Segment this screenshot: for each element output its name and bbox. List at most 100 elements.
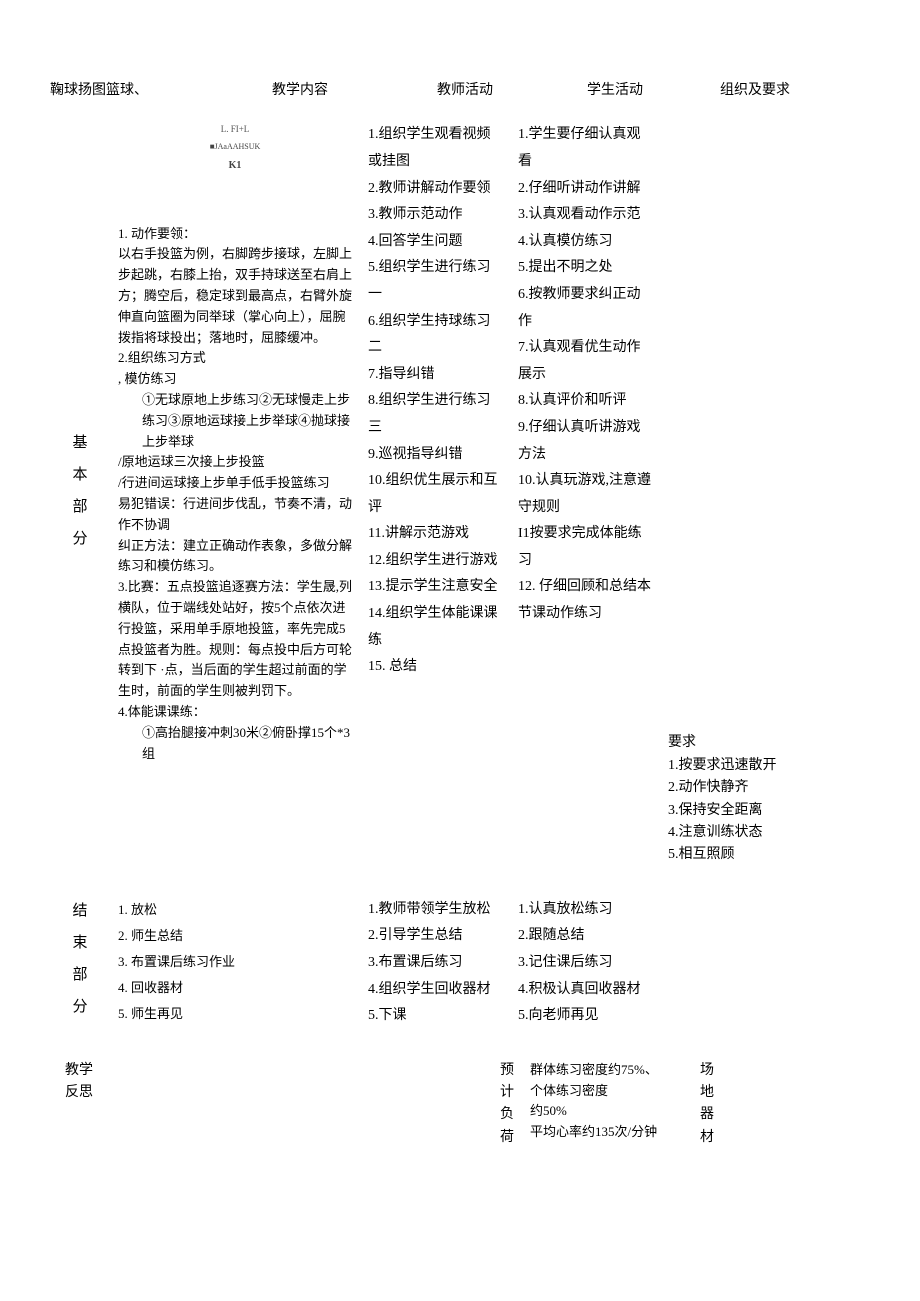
student-item: 12. 仔细回顾和总结本节课动作练习	[518, 574, 652, 627]
student-item: 7.认真观看优生动作展示	[518, 335, 652, 388]
practice-sub: , 模仿练习	[118, 369, 352, 390]
column-headers: 教学内容 教师活动 学生活动 组织及要求	[150, 80, 870, 102]
req-item: 1.按要求迅速散开	[668, 755, 802, 777]
requirements-column: 要求 1.按要求迅速散开 2.动作快静齐 3.保持安全距离 4.注意训练状态 5…	[660, 122, 810, 866]
small-header-2: ■JAaAAHSUK	[118, 141, 352, 154]
reflect-line: 反思	[65, 1082, 110, 1104]
teacher-item: 2.教师讲解动作要领	[368, 176, 502, 203]
teacher-item: 11.讲解示范游戏	[368, 521, 502, 548]
label-char: 结	[72, 899, 87, 923]
student-item: 1.学生要仔细认真观看	[518, 122, 652, 175]
small-header-3: K1	[118, 158, 352, 174]
fitness-text: ①高抬腿接冲刺30米②俯卧撑15个*3组	[118, 723, 352, 765]
teacher-item: 14.组织学生体能课课练	[368, 601, 502, 654]
practice-sub1: ①无球原地上步练习②无球慢走上步练习③原地运球接上步举球④抛球接上步举球	[118, 390, 352, 452]
teacher-item: 4.回答学生问题	[368, 229, 502, 256]
student-item: 9.仔细认真听讲游戏方法	[518, 415, 652, 468]
teacher-item: 1.组织学生观看视频或挂图	[368, 122, 502, 175]
practice-label: 2.组织练习方式	[118, 348, 352, 369]
student-item: 4.认真模仿练习	[518, 229, 652, 256]
footer-row: 教学 反思 预 计 负 荷 群体练习密度约75%、 个体练习密度 约50% 平均…	[50, 1060, 870, 1150]
common-error: 易犯错误：行进间步伐乱，节奏不清，动作不协调	[118, 494, 352, 536]
end-item: 2. 师生总结	[118, 923, 352, 949]
header-row: 鞠球扬图篮球、 教学内容 教师活动 学生活动 组织及要求	[50, 80, 870, 102]
venue-label: 场 地 器 材	[700, 1060, 730, 1150]
teach-content-column: L. FI+L ■JAaAAHSUK K1 1. 动作要领： 以右手投篮为例，右…	[110, 122, 360, 866]
end-requirements	[660, 897, 810, 1030]
est-line: 群体练习密度约75%、	[530, 1060, 700, 1081]
req-item: 4.注意训练状态	[668, 822, 802, 844]
header-student-activity: 学生活动	[540, 80, 690, 102]
label-char: 基	[72, 431, 87, 455]
venue-char: 材	[700, 1127, 730, 1149]
teacher-item: 3.教师示范动作	[368, 202, 502, 229]
teacher-item: 13.提示学生注意安全	[368, 574, 502, 601]
end-teacher-item: 3.布置课后练习	[368, 950, 502, 977]
est-char: 计	[500, 1082, 530, 1104]
game-description: 3.比赛：五点投篮追逐赛方法：学生晟,列横队，位于端线处站好，按5个点依次进行投…	[118, 577, 352, 702]
end-teacher-item: 1.教师带领学生放松	[368, 897, 502, 924]
est-char: 荷	[500, 1127, 530, 1149]
basic-content-columns: L. FI+L ■JAaAAHSUK K1 1. 动作要领： 以右手投篮为例，右…	[110, 122, 870, 866]
basic-section-label: 基 本 部 分	[50, 122, 110, 866]
correction: 纠正方法：建立正确动作表象，多做分解练习和模仿练习。	[118, 536, 352, 578]
practice-sub3: /行进间运球接上步单手低手投篮练习	[118, 473, 352, 494]
student-item: I1按要求完成体能练习	[518, 521, 652, 574]
end-teacher-item: 4.组织学生回收器材	[368, 977, 502, 1004]
end-student-item: 1.认真放松练习	[518, 897, 652, 924]
practice-sub2: /原地运球三次接上步投篮	[118, 452, 352, 473]
teacher-item: 8.组织学生进行练习三	[368, 388, 502, 441]
student-item: 10.认真玩游戏,注意遵守规则	[518, 468, 652, 521]
end-item: 3. 布置课后练习作业	[118, 949, 352, 975]
est-line: 约50%	[530, 1101, 700, 1122]
venue-char: 地	[700, 1082, 730, 1104]
reflection-label: 教学 反思	[50, 1060, 110, 1150]
end-student-activity: 1.认真放松练习 2.跟随总结 3.记住课后练习 4.积极认真回收器材 5.向老…	[510, 897, 660, 1030]
req-label: 要求	[668, 732, 802, 754]
teacher-item: 10.组织优生展示和互评	[368, 468, 502, 521]
end-item: 4. 回收器材	[118, 975, 352, 1001]
estimate-label: 预 计 负 荷	[500, 1060, 530, 1150]
teacher-item: 12.组织学生进行游戏	[368, 548, 502, 575]
action-text: 以右手投篮为例，右脚跨步接球，左脚上步起跳，右膝上抬，双手持球送至右肩上方；腾空…	[118, 244, 352, 348]
reflect-line: 教学	[65, 1060, 110, 1082]
est-line: 平均心率约135次/分钟	[530, 1122, 700, 1143]
end-student-item: 2.跟随总结	[518, 923, 652, 950]
est-line: 个体练习密度	[530, 1081, 700, 1102]
label-char: 束	[72, 931, 87, 955]
student-item: 8.认真评价和听评	[518, 388, 652, 415]
teacher-item: 9.巡视指导纠错	[368, 442, 502, 469]
student-item: 3.认真观看动作示范	[518, 202, 652, 229]
end-student-item: 4.积极认真回收器材	[518, 977, 652, 1004]
fitness-label: 4.体能课课练：	[118, 702, 352, 723]
header-teacher-activity: 教师活动	[390, 80, 540, 102]
label-char: 部	[72, 495, 87, 519]
end-item: 1. 放松	[118, 897, 352, 923]
end-teacher-item: 5.下课	[368, 1003, 502, 1030]
label-char: 分	[72, 527, 87, 551]
student-activity-column: 1.学生要仔细认真观看 2.仔细听讲动作讲解 3.认真观看动作示范 4.认真模仿…	[510, 122, 660, 866]
end-teacher-activity: 1.教师带领学生放松 2.引导学生总结 3.布置课后练习 4.组织学生回收器材 …	[360, 897, 510, 1030]
label-char: 部	[72, 963, 87, 987]
end-section-row: 结 束 部 分 1. 放松 2. 师生总结 3. 布置课后练习作业 4. 回收器…	[50, 897, 870, 1030]
header-teach-content: 教学内容	[150, 80, 390, 102]
end-section-label: 结 束 部 分	[50, 897, 110, 1030]
footer-content: 预 计 负 荷 群体练习密度约75%、 个体练习密度 约50% 平均心率约135…	[110, 1060, 870, 1150]
teacher-item: 7.指导纠错	[368, 362, 502, 389]
venue-char: 器	[700, 1104, 730, 1126]
est-char: 负	[500, 1104, 530, 1126]
header-requirements: 组织及要求	[690, 80, 820, 102]
basic-section-row: 基 本 部 分 L. FI+L ■JAaAAHSUK K1 1. 动作要领： 以…	[50, 122, 870, 866]
footer-spacer	[110, 1060, 500, 1150]
end-teacher-item: 2.引导学生总结	[368, 923, 502, 950]
page-title: 鞠球扬图篮球、	[50, 80, 150, 102]
end-teach-content: 1. 放松 2. 师生总结 3. 布置课后练习作业 4. 回收器材 5. 师生再…	[110, 897, 360, 1030]
teacher-item: 5.组织学生进行练习一	[368, 255, 502, 308]
estimate-content: 群体练习密度约75%、 个体练习密度 约50% 平均心率约135次/分钟	[530, 1060, 700, 1150]
teacher-item: 15. 总结	[368, 654, 502, 681]
req-item: 5.相互照顾	[668, 844, 802, 866]
teacher-activity-column: 1.组织学生观看视频或挂图 2.教师讲解动作要领 3.教师示范动作 4.回答学生…	[360, 122, 510, 866]
student-item: 5.提出不明之处	[518, 255, 652, 282]
action-label: 1. 动作要领：	[118, 224, 352, 245]
label-char: 本	[72, 463, 87, 487]
